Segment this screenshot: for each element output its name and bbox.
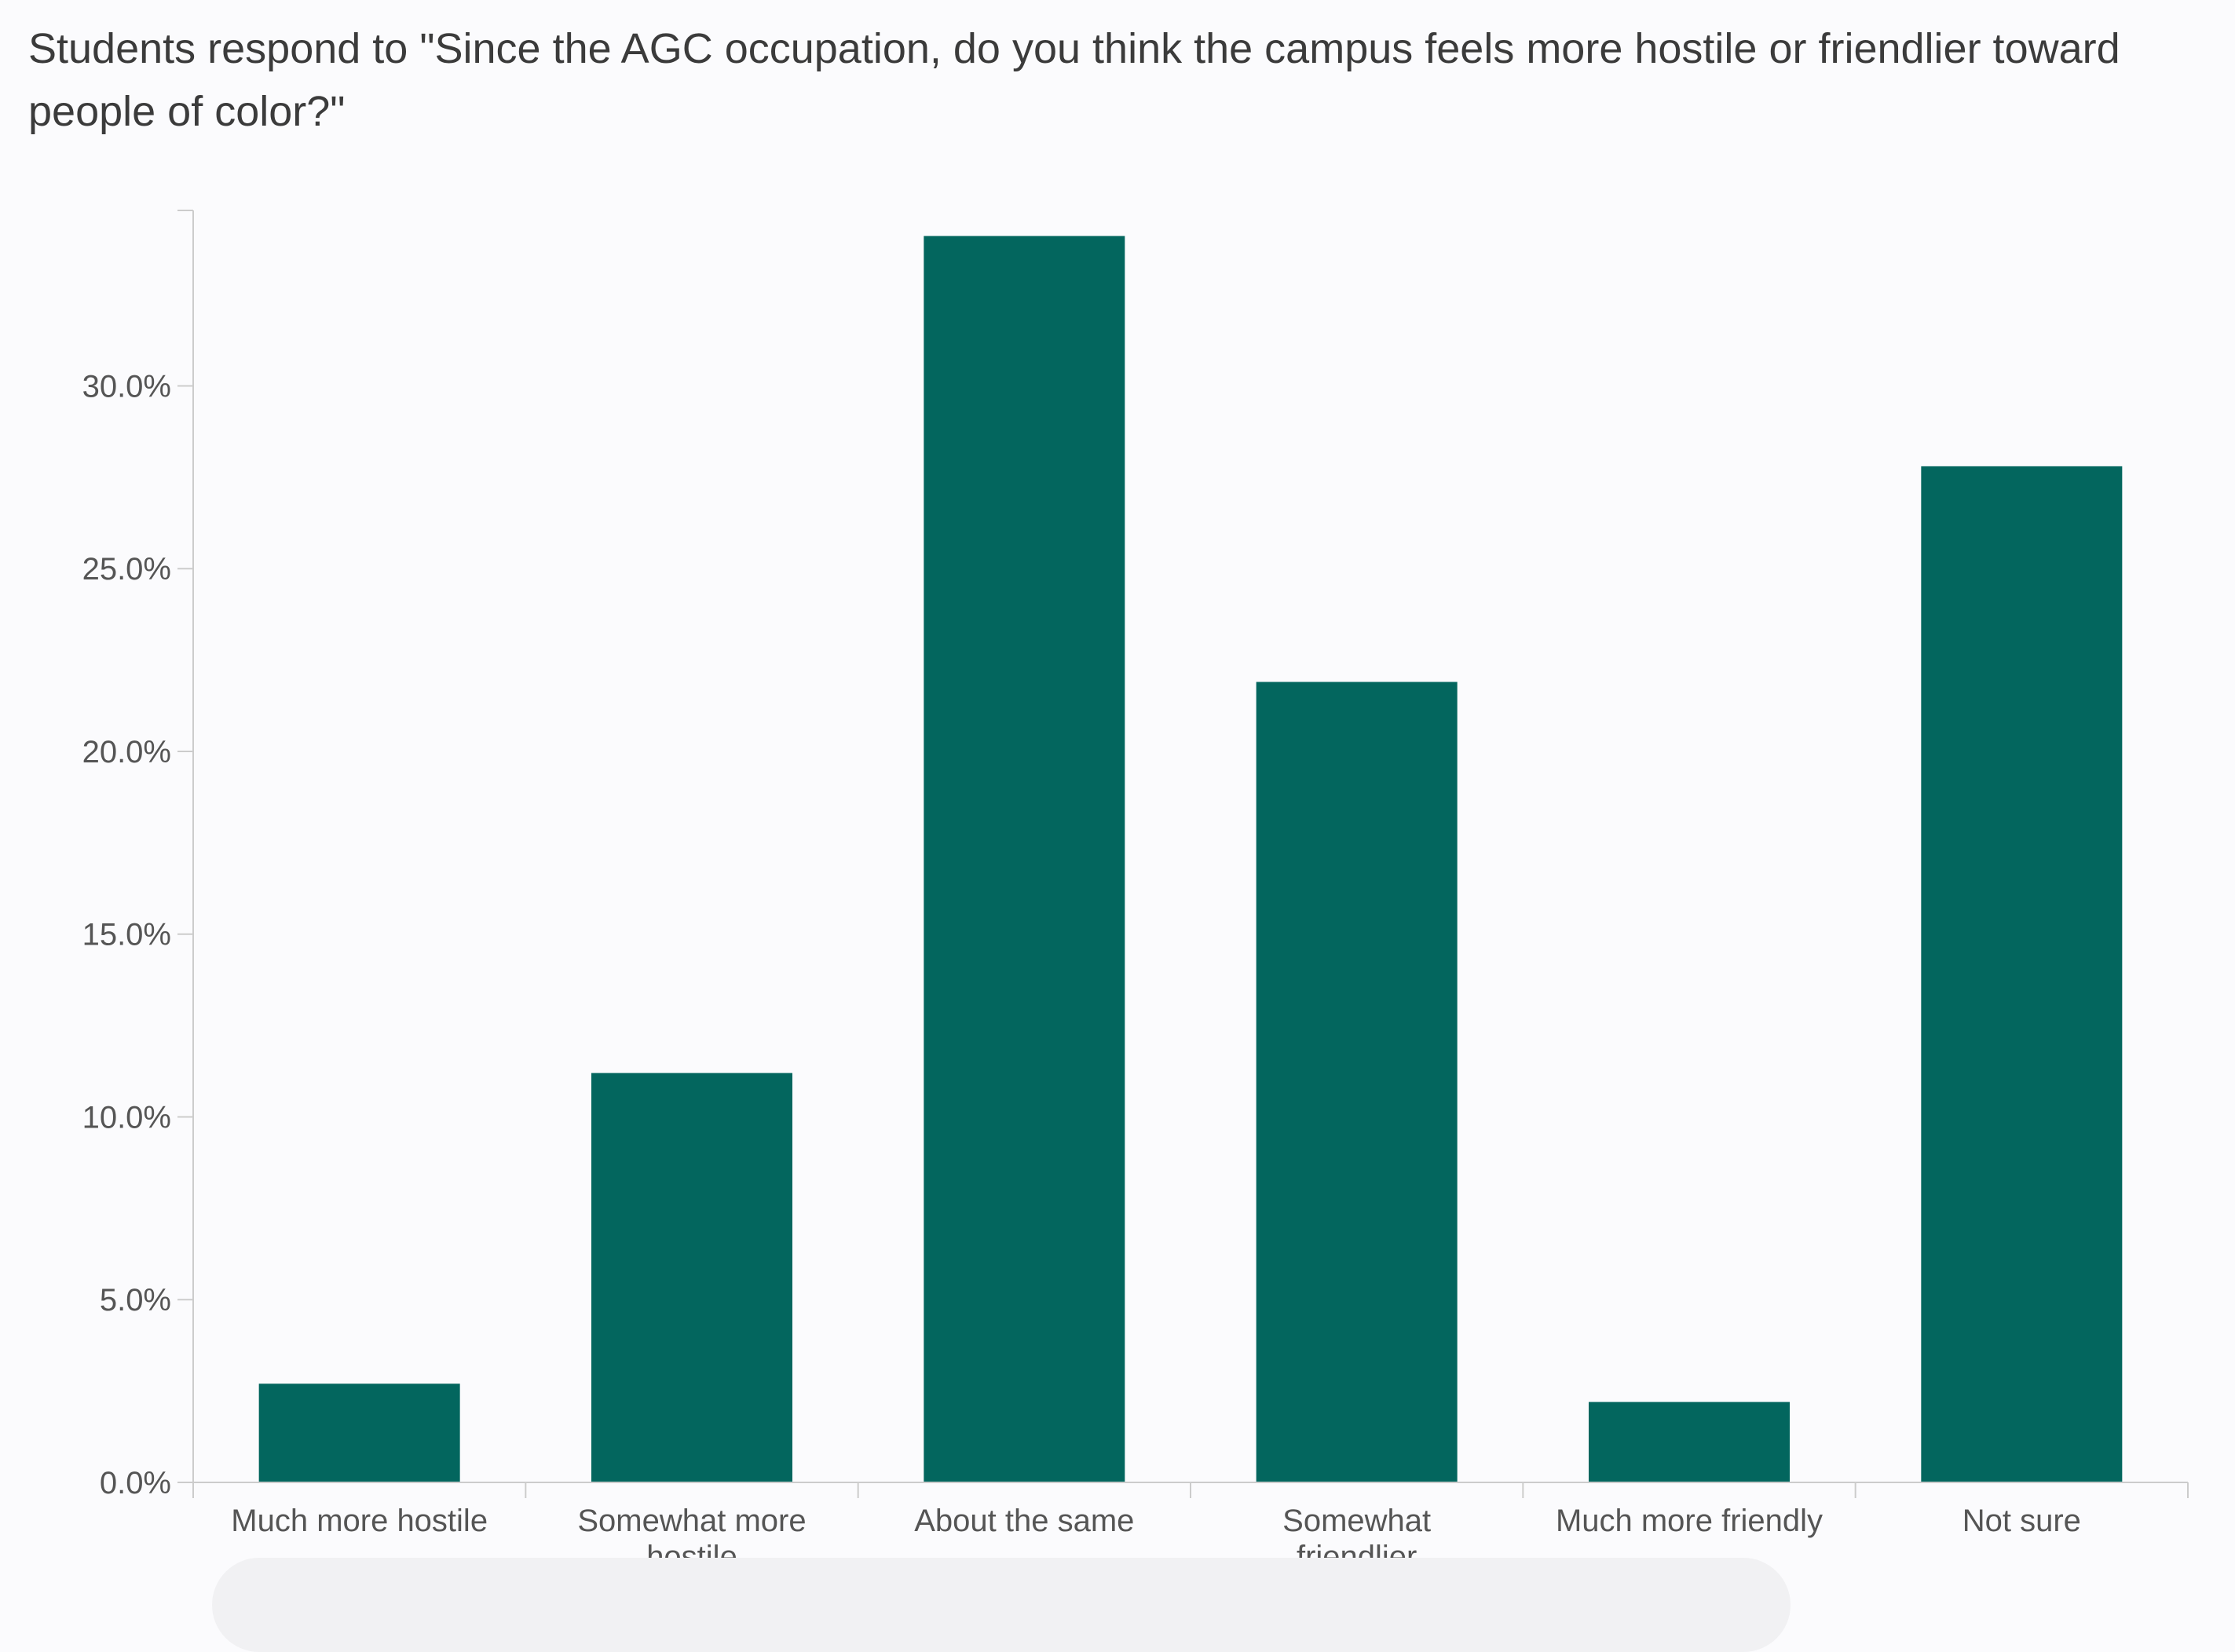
y-tick-label: 0.0% <box>100 1466 171 1500</box>
x-category-label: Much more friendly <box>1556 1504 1823 1538</box>
y-tick-label: 15.0% <box>82 918 171 952</box>
y-tick-label: 5.0% <box>100 1283 171 1318</box>
bar <box>1589 1402 1790 1482</box>
x-category-label: Not sure <box>1962 1504 2081 1538</box>
y-tick-label: 30.0% <box>82 369 171 404</box>
y-tick-label: 25.0% <box>82 552 171 587</box>
x-category-label: About the same <box>914 1504 1134 1538</box>
y-axis-ticks: 0.0% 5.0% 10.0% 15.0% 20.0% 25.0% 30.0% <box>82 210 193 1500</box>
y-tick-label: 10.0% <box>82 1100 171 1135</box>
bar-chart: 0.0% 5.0% 10.0% 15.0% 20.0% 25.0% 30.0% Much m… <box>82 210 2189 1574</box>
bar <box>1921 466 2123 1482</box>
chart-title: Students respond to "Since the AGC occup… <box>28 25 2120 135</box>
bottom-panel <box>212 1558 1791 1652</box>
bar <box>258 1383 460 1482</box>
x-axis-ticks <box>192 1482 2189 1498</box>
bars <box>258 236 2123 1483</box>
bar <box>1256 682 1458 1482</box>
x-category-label: Much more hostile <box>231 1504 488 1538</box>
bar <box>591 1073 792 1482</box>
bar <box>924 236 1125 1483</box>
y-tick-label: 20.0% <box>82 735 171 769</box>
